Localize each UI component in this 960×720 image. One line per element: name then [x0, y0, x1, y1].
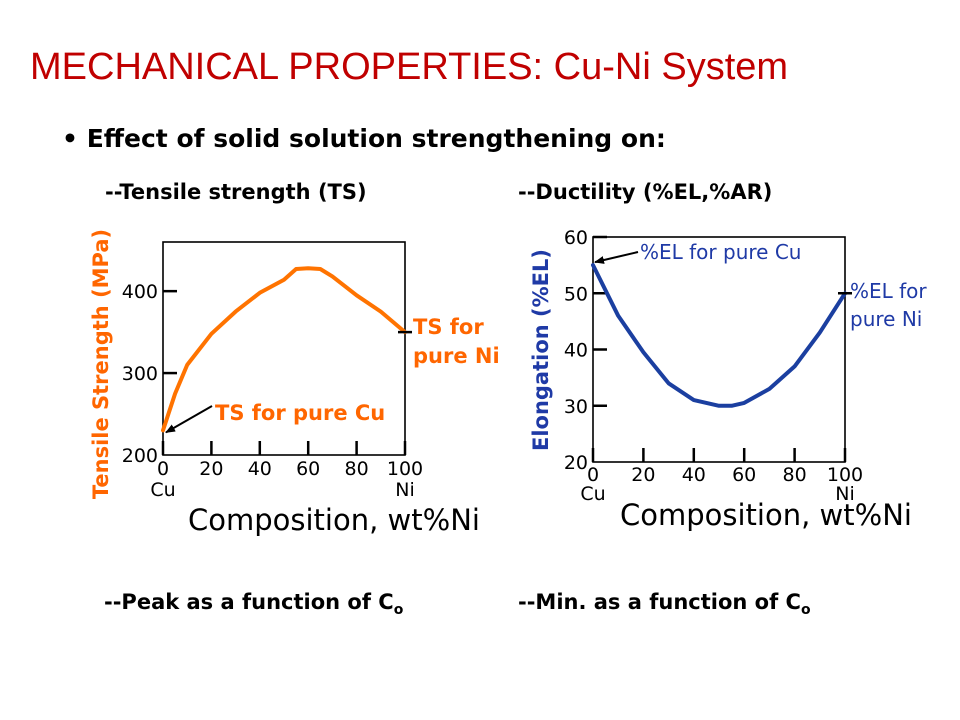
- x-axis-title: Composition, wt%Ni: [188, 503, 480, 537]
- x-tick-label: 80: [345, 458, 369, 480]
- x-end-label-ni: Ni: [395, 479, 415, 501]
- y-tick-label: 400: [122, 281, 158, 303]
- x-tick-label: 0: [157, 458, 169, 480]
- annotation-label: pure Ni: [413, 344, 500, 368]
- x-tick-label: 60: [732, 464, 756, 486]
- x-tick-label: 20: [199, 458, 223, 480]
- annotation-label: TS for pure Cu: [215, 401, 385, 425]
- x-tick-label: 60: [296, 458, 320, 480]
- annotation-arrow: [595, 252, 638, 262]
- data-series-line: [593, 265, 845, 406]
- y-tick-label: 30: [564, 396, 588, 418]
- y-tick-label: 50: [564, 283, 588, 305]
- x-axis-title: Composition, wt%Ni: [620, 498, 912, 532]
- x-tick-label: 20: [631, 464, 655, 486]
- annotation-label: %EL for: [850, 279, 927, 303]
- annotation-label: TS for: [413, 315, 484, 339]
- y-axis-title: Elongation (%EL): [529, 249, 553, 451]
- annotation-label: pure Ni: [850, 307, 922, 331]
- x-tick-label: 40: [682, 464, 706, 486]
- y-tick-label: 200: [122, 445, 158, 467]
- x-tick-label: 40: [248, 458, 272, 480]
- y-axis-title: Tensile Strength (MPa): [89, 229, 113, 499]
- y-tick-label: 20: [564, 452, 588, 474]
- annotation-label: %EL for pure Cu: [640, 240, 801, 264]
- x-end-label-cu: Cu: [150, 479, 175, 501]
- x-tick-label: 80: [783, 464, 807, 486]
- annotation-arrow: [166, 406, 212, 432]
- x-end-label-cu: Cu: [580, 483, 605, 505]
- x-tick-label: 100: [387, 458, 423, 480]
- y-tick-label: 60: [564, 227, 588, 249]
- y-tick-label: 300: [122, 363, 158, 385]
- y-tick-label: 40: [564, 340, 588, 362]
